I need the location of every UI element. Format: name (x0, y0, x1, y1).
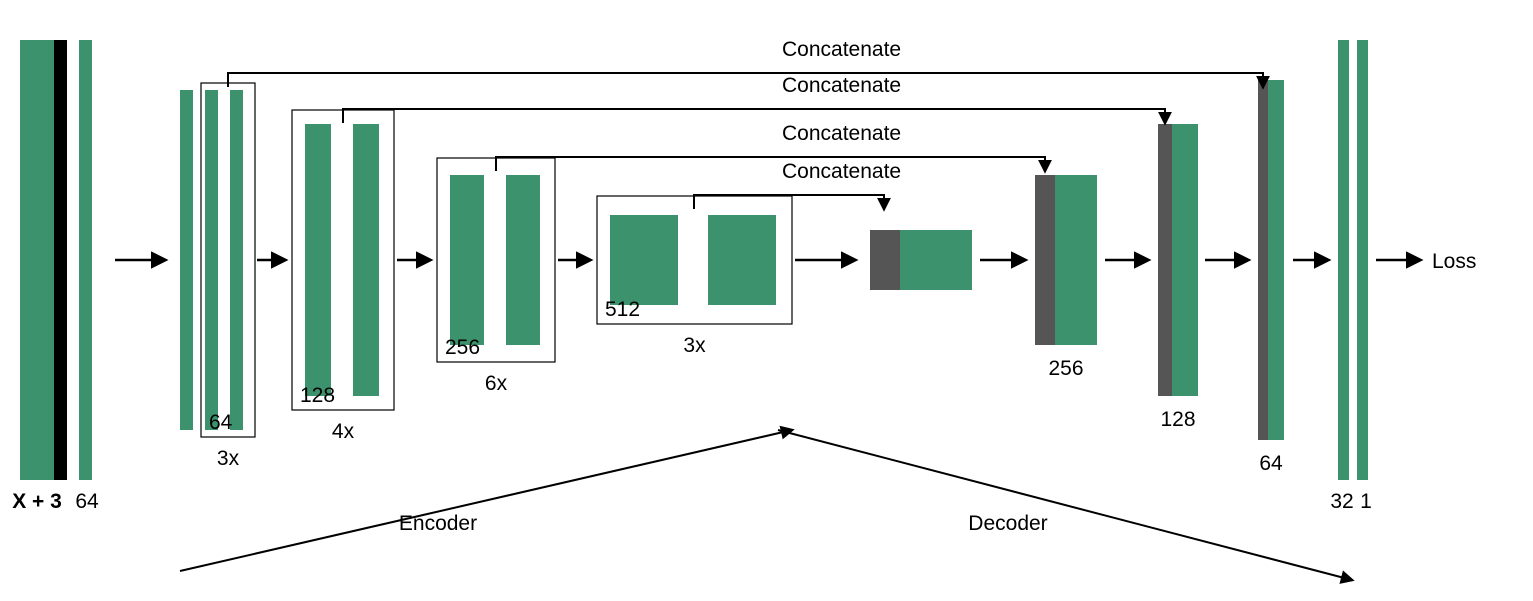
encoder-e64-bar-1 (205, 90, 218, 430)
skip-label-3: Concatenate (782, 38, 901, 61)
decoder-label: Decoder (968, 512, 1047, 535)
encoder-e128-channels: 128 (300, 384, 335, 407)
encoder-e256-repeat: 6x (485, 372, 508, 395)
encoder-e128-bar-1 (353, 124, 379, 396)
label-out-right: 1 (1360, 490, 1372, 513)
skip-label-1: Concatenate (782, 122, 901, 145)
decoder-d128-bar-1 (1172, 124, 1198, 396)
decoder-out-bar-0 (1338, 40, 1349, 480)
loss-label: Loss (1432, 250, 1476, 273)
encoder-e512-repeat: 3x (683, 334, 706, 357)
decoder-d256-bar-1 (1055, 175, 1097, 345)
skip-connection-2 (343, 109, 1165, 123)
decoder-d64-channels: 64 (1259, 452, 1283, 475)
encoder-label: Encoder (399, 512, 477, 535)
decoder-d512-bar-0 (870, 230, 900, 290)
encoder-e128-repeat: 4x (332, 420, 355, 443)
encoder-e128-bar-0 (305, 124, 331, 396)
decoder-d64-bar-0 (1258, 80, 1268, 440)
encoder-e256-bar-0 (450, 175, 484, 345)
encoder-e64-bar-2 (230, 90, 243, 430)
decoder-out-bar-1 (1357, 40, 1368, 480)
label-in-left: X + 3 (12, 490, 62, 513)
encoder-in-bar-1 (54, 40, 67, 480)
decoder-d256-bar-0 (1035, 175, 1055, 345)
decoder-d256-channels: 256 (1048, 357, 1083, 380)
encoder-e64-channels: 64 (209, 411, 233, 434)
encoder-e64-bar-0 (180, 90, 193, 430)
encoder-direction-line (180, 430, 792, 571)
skip-connection-1 (496, 157, 1045, 171)
encoder-e512-bar-1 (708, 215, 776, 305)
skip-connection-0 (694, 195, 884, 209)
encoder-e512-bar-0 (610, 215, 678, 305)
encoder-in-bar-2 (79, 40, 92, 480)
decoder-d128-channels: 128 (1160, 408, 1195, 431)
encoder-in-bar-0 (20, 40, 54, 480)
skip-label-0: Concatenate (782, 160, 901, 183)
decoder-d128-bar-0 (1158, 124, 1172, 396)
encoder-e64-repeat: 3x (217, 447, 240, 470)
label-in-right: 64 (75, 490, 99, 513)
skip-connection-3 (228, 73, 1263, 87)
encoder-e512-channels: 512 (605, 298, 640, 321)
encoder-e256-bar-1 (506, 175, 540, 345)
decoder-d512-bar-1 (900, 230, 972, 290)
encoder-e256-channels: 256 (445, 336, 480, 359)
skip-label-2: Concatenate (782, 74, 901, 97)
decoder-d64-bar-1 (1268, 80, 1284, 440)
label-out-left: 32 (1330, 490, 1353, 513)
